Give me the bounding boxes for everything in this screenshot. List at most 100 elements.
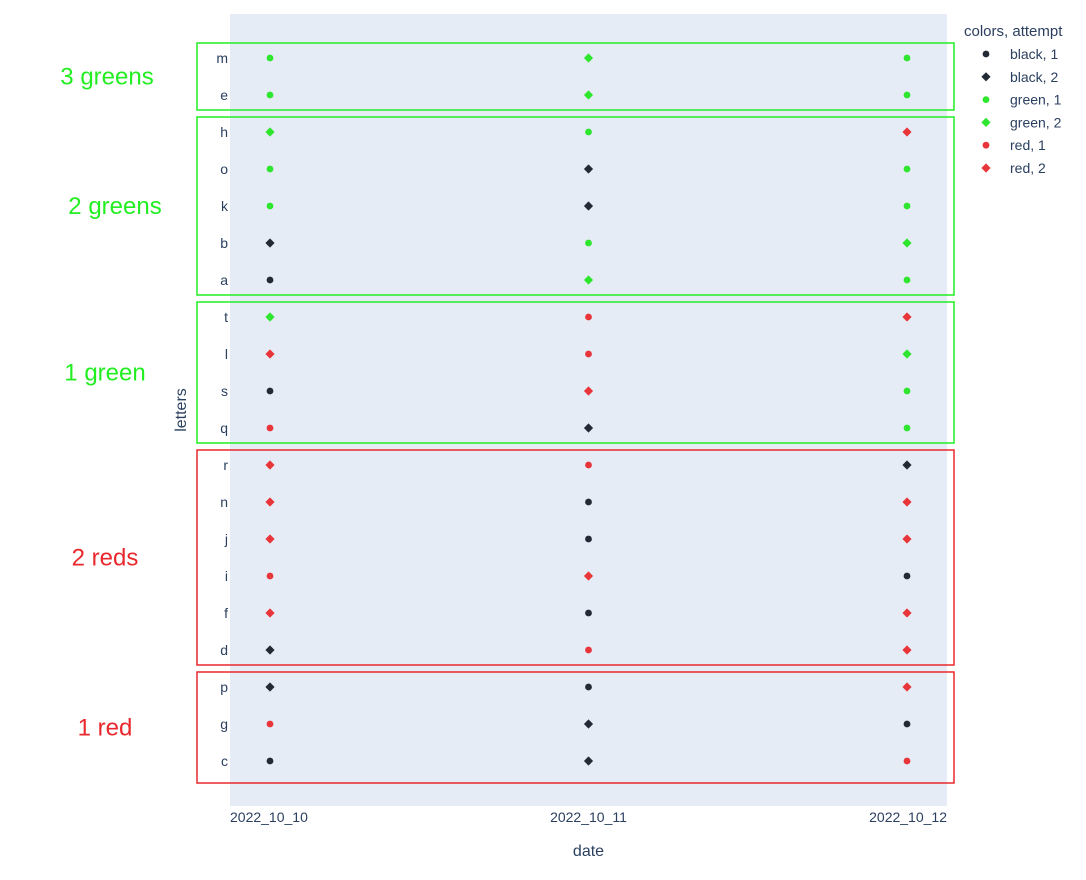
- annotation-box: [196, 42, 955, 111]
- points-layer: [265, 53, 912, 766]
- legend: colors, attempt black, 1 black, 2 green, 1…: [964, 23, 1063, 176]
- annotation-box: [196, 116, 955, 296]
- y-tick-label: k: [221, 198, 229, 214]
- annotation-label: 1 green: [64, 360, 145, 387]
- data-point: [585, 239, 592, 247]
- data-point: [903, 720, 911, 728]
- data-point: [265, 127, 275, 137]
- data-point: [902, 460, 912, 470]
- data-point: [585, 535, 592, 543]
- data-point: [585, 313, 592, 321]
- data-point: [265, 682, 275, 692]
- data-point: [903, 54, 911, 62]
- data-point: [266, 572, 274, 580]
- data-point: [903, 165, 911, 173]
- data-point: [585, 646, 592, 654]
- data-point: [583, 386, 594, 396]
- data-point: [585, 498, 592, 506]
- y-tick-label: p: [220, 679, 228, 695]
- data-point: [902, 497, 912, 507]
- data-point: [583, 719, 594, 729]
- data-point: [585, 609, 592, 617]
- y-tick-label: b: [220, 235, 228, 251]
- data-point: [585, 128, 592, 136]
- data-point: [585, 461, 592, 469]
- data-point: [902, 238, 912, 248]
- y-axis-title: letters: [173, 388, 190, 432]
- data-point: [583, 756, 594, 766]
- data-point: [902, 349, 912, 359]
- legend-title: colors, attempt: [964, 23, 1063, 40]
- data-point: [583, 164, 594, 174]
- data-point: [583, 275, 594, 285]
- legend-marker: [982, 50, 990, 58]
- annotation-box: [196, 301, 955, 444]
- data-point: [265, 534, 275, 544]
- annotation-label: 3 greens: [60, 64, 153, 91]
- y-tick-label: s: [221, 383, 228, 399]
- legend-entry-label: red, 2: [1010, 160, 1046, 176]
- data-point: [266, 165, 274, 173]
- data-point: [266, 91, 274, 99]
- y-tick-label: r: [223, 457, 228, 473]
- annotation-label: 1 red: [78, 715, 133, 742]
- data-point: [903, 572, 911, 580]
- data-point: [266, 720, 274, 728]
- y-tick-label: o: [220, 161, 228, 177]
- legend-marker: [981, 163, 991, 173]
- data-point: [903, 202, 911, 210]
- y-tick-label: n: [220, 494, 228, 510]
- data-point: [266, 54, 274, 62]
- legend-marker: [981, 117, 991, 127]
- y-tick-label: m: [216, 50, 228, 66]
- data-point: [265, 645, 275, 655]
- y-tick-label: j: [224, 531, 228, 547]
- annotation-label: 2 reds: [72, 545, 139, 572]
- data-point: [266, 276, 274, 284]
- y-tick-label: h: [220, 124, 228, 140]
- data-point: [902, 645, 912, 655]
- data-point: [903, 424, 911, 432]
- data-point: [903, 276, 911, 284]
- data-point: [265, 608, 275, 618]
- x-tick-label: 2022_10_12: [869, 809, 947, 825]
- data-point: [583, 201, 594, 211]
- data-point: [265, 497, 275, 507]
- data-point: [902, 682, 912, 692]
- annotation-layer: 3 greens 2 greens 1 green 2 reds 1 red: [60, 42, 955, 784]
- data-point: [266, 387, 274, 395]
- data-point: [902, 608, 912, 618]
- legend-entry-label: black, 2: [1010, 69, 1058, 85]
- y-tick-label: q: [220, 420, 228, 436]
- data-point: [583, 423, 594, 433]
- y-tick-label: g: [220, 716, 228, 732]
- legend-entry-label: green, 1: [1010, 92, 1062, 108]
- data-point: [265, 312, 275, 322]
- legend-marker: [981, 72, 991, 82]
- y-tick-label: a: [220, 272, 228, 288]
- data-point: [266, 424, 274, 432]
- legend-entry-label: green, 2: [1010, 114, 1062, 130]
- data-point: [585, 350, 592, 358]
- plot-background: [230, 14, 947, 806]
- y-tick-label: t: [224, 309, 228, 325]
- y-tick-label: i: [225, 568, 228, 584]
- y-tick-label: d: [220, 642, 228, 658]
- y-tick-label: e: [220, 87, 228, 103]
- data-point: [266, 202, 274, 210]
- data-point: [903, 387, 911, 395]
- y-tick-label: c: [221, 753, 228, 769]
- annotation-box: [196, 671, 955, 784]
- data-point: [903, 757, 911, 765]
- data-point: [902, 127, 912, 137]
- data-point: [265, 238, 275, 248]
- data-point: [902, 312, 912, 322]
- data-point: [583, 571, 594, 581]
- data-point: [903, 91, 911, 99]
- data-point: [266, 757, 274, 765]
- y-axis-ticks: m e h o k b a t l s q r n j i f d p g c: [216, 50, 229, 769]
- x-axis-ticks: 2022_10_10 2022_10_11 2022_10_12: [230, 809, 947, 825]
- data-point: [902, 534, 912, 544]
- annotation-box: [196, 449, 955, 666]
